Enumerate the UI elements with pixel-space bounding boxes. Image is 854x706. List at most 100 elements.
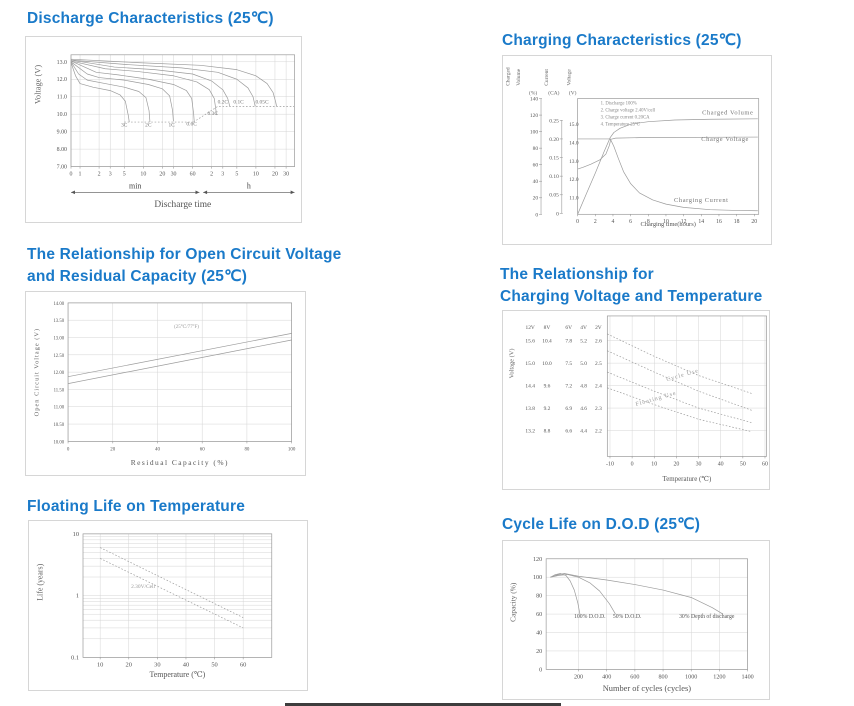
- chart-title-open-circuit-voltage: The Relationship for Open Circuit Voltag…: [27, 246, 342, 285]
- svg-text:60: 60: [190, 172, 196, 178]
- svg-text:3: 3: [221, 172, 224, 178]
- svg-text:2.6: 2.6: [595, 339, 602, 345]
- svg-text:10: 10: [97, 661, 103, 668]
- svg-text:h: h: [247, 181, 251, 190]
- svg-text:600: 600: [630, 674, 639, 680]
- svg-text:4: 4: [612, 219, 615, 225]
- svg-text:12.50: 12.50: [53, 354, 64, 359]
- svg-text:1000: 1000: [685, 674, 697, 680]
- svg-text:12.00: 12.00: [53, 371, 64, 376]
- svg-text:Residual Capacity (%): Residual Capacity (%): [131, 458, 229, 467]
- svg-text:1C: 1C: [168, 122, 175, 128]
- svg-text:80: 80: [244, 447, 249, 452]
- svg-text:10.50: 10.50: [53, 423, 64, 428]
- svg-text:Life (years): Life (years): [35, 563, 44, 600]
- page-edge-bar: [285, 703, 561, 706]
- svg-text:Open Circuit Voltage (V): Open Circuit Voltage (V): [33, 328, 40, 416]
- svg-text:800: 800: [658, 674, 667, 680]
- svg-text:0.25: 0.25: [549, 118, 559, 124]
- svg-text:10: 10: [651, 461, 657, 467]
- svg-text:0: 0: [556, 211, 559, 217]
- svg-text:0.3C: 0.3C: [208, 111, 219, 117]
- svg-text:100% D.O.D.: 100% D.O.D.: [574, 614, 606, 620]
- svg-text:80: 80: [536, 594, 542, 600]
- svg-text:Charged Volume: Charged Volume: [702, 109, 753, 116]
- svg-text:13.0: 13.0: [57, 60, 67, 66]
- svg-text:2: 2: [98, 172, 101, 178]
- svg-text:120: 120: [533, 557, 542, 563]
- svg-text:100: 100: [288, 447, 296, 452]
- svg-text:80: 80: [533, 146, 539, 152]
- svg-text:2.30V/Cell: 2.30V/Cell: [131, 584, 155, 590]
- svg-text:5: 5: [235, 172, 238, 178]
- chart-title-charging-voltage-temperature: The Relationship for Charging Voltage an…: [500, 266, 763, 305]
- svg-text:20: 20: [533, 196, 539, 202]
- svg-text:(CA): (CA): [548, 90, 559, 97]
- svg-text:0: 0: [67, 447, 70, 452]
- svg-text:40: 40: [536, 630, 542, 636]
- svg-text:30% Depth of discharge: 30% Depth of discharge: [679, 613, 735, 620]
- svg-text:13.00: 13.00: [53, 336, 64, 341]
- svg-text:3C: 3C: [121, 122, 128, 128]
- svg-text:30: 30: [154, 661, 160, 668]
- svg-text:20: 20: [536, 649, 542, 655]
- svg-text:60: 60: [240, 661, 246, 668]
- discharge-characteristics-chart: 0 1 2 3 5 10 20 30 60 2 3 5 10 20 30 7.00 8.00 9.00 10.0 11…: [25, 36, 302, 223]
- svg-text:Charge Voltage: Charge Voltage: [701, 136, 749, 143]
- svg-text:30: 30: [283, 172, 289, 178]
- svg-text:6.6: 6.6: [565, 429, 572, 435]
- svg-text:13.0: 13.0: [569, 159, 579, 165]
- svg-text:10: 10: [663, 219, 669, 225]
- svg-text:15.0: 15.0: [525, 361, 535, 367]
- svg-text:200: 200: [574, 674, 583, 680]
- svg-text:7.5: 7.5: [565, 361, 572, 367]
- svg-text:1. Discharge 100%: 1. Discharge 100%: [601, 101, 637, 106]
- svg-text:(%): (%): [529, 90, 537, 97]
- svg-text:20: 20: [272, 172, 278, 178]
- svg-text:0.20: 0.20: [549, 137, 559, 143]
- svg-text:30: 30: [171, 172, 177, 178]
- svg-text:4.4: 4.4: [580, 429, 587, 435]
- svg-text:5: 5: [123, 172, 126, 178]
- svg-text:11.00: 11.00: [54, 406, 65, 411]
- svg-text:1400: 1400: [741, 674, 753, 680]
- svg-text:Discharge time: Discharge time: [154, 200, 211, 210]
- svg-text:13.50: 13.50: [53, 319, 64, 324]
- svg-text:4.8: 4.8: [580, 384, 587, 390]
- svg-text:14.4: 14.4: [525, 384, 535, 390]
- svg-text:0: 0: [539, 667, 542, 673]
- svg-text:4. Temperature 25℃: 4. Temperature 25℃: [601, 121, 641, 127]
- svg-text:(25℃/77°F): (25℃/77°F): [174, 324, 199, 330]
- svg-text:50: 50: [211, 661, 217, 668]
- svg-text:9.6: 9.6: [544, 384, 551, 390]
- svg-text:100: 100: [530, 130, 538, 136]
- svg-text:11.50: 11.50: [54, 388, 65, 393]
- svg-text:10.4: 10.4: [542, 339, 552, 345]
- svg-text:400: 400: [602, 674, 611, 680]
- svg-text:60: 60: [536, 612, 542, 618]
- svg-text:10: 10: [73, 531, 79, 538]
- svg-text:13.2: 13.2: [525, 429, 535, 435]
- svg-text:Voltage (V): Voltage (V): [508, 348, 515, 378]
- svg-text:min: min: [129, 181, 141, 190]
- svg-text:1: 1: [79, 172, 82, 178]
- svg-text:50: 50: [740, 461, 746, 467]
- chart-title-floating-life: Floating Life on Temperature: [27, 498, 246, 515]
- svg-text:6.9: 6.9: [565, 406, 572, 412]
- svg-text:Voltage (V): Voltage (V): [33, 65, 42, 104]
- svg-text:14: 14: [698, 219, 704, 225]
- svg-text:Volume: Volume: [516, 68, 522, 85]
- svg-text:10.0: 10.0: [542, 361, 552, 367]
- svg-text:0: 0: [576, 219, 579, 225]
- svg-text:0: 0: [631, 461, 634, 467]
- svg-text:40: 40: [155, 447, 160, 452]
- svg-text:Current: Current: [544, 69, 550, 86]
- svg-text:Cycle Use: Cycle Use: [666, 368, 700, 383]
- svg-text:Voltage: Voltage: [567, 69, 573, 86]
- svg-text:1: 1: [76, 593, 79, 600]
- svg-text:2.5: 2.5: [595, 361, 602, 367]
- svg-text:0.6C: 0.6C: [186, 122, 197, 128]
- svg-text:2C: 2C: [145, 122, 152, 128]
- svg-text:20: 20: [126, 661, 132, 668]
- svg-text:40: 40: [718, 461, 724, 467]
